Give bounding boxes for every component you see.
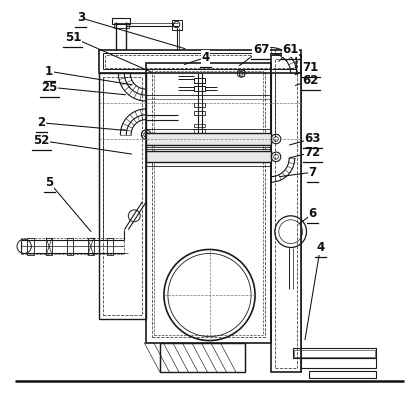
Bar: [239, 70, 243, 76]
Bar: [300, 358, 376, 368]
Text: 72: 72: [304, 146, 321, 159]
Text: 71: 71: [303, 61, 318, 74]
Text: 52: 52: [33, 134, 49, 147]
Bar: [114, 23, 129, 28]
Bar: [152, 69, 265, 337]
Bar: [112, 18, 130, 24]
Bar: [21, 238, 124, 254]
Bar: [146, 162, 271, 166]
Bar: [103, 77, 142, 315]
Bar: [292, 348, 376, 358]
Bar: [67, 238, 73, 255]
Bar: [194, 86, 205, 91]
Bar: [146, 147, 271, 151]
Bar: [88, 238, 94, 255]
Text: 7: 7: [308, 166, 316, 179]
Bar: [194, 129, 205, 133]
Bar: [294, 350, 375, 357]
Text: 4: 4: [316, 241, 324, 254]
Text: 51: 51: [65, 31, 81, 44]
Bar: [106, 238, 113, 255]
Bar: [27, 238, 34, 255]
Bar: [46, 238, 52, 255]
Bar: [98, 73, 146, 319]
Bar: [194, 124, 205, 127]
Bar: [146, 133, 271, 145]
Bar: [105, 55, 295, 68]
Text: 25: 25: [41, 81, 57, 93]
Text: 1: 1: [45, 65, 53, 78]
Bar: [172, 20, 182, 30]
Bar: [308, 371, 376, 378]
Bar: [146, 63, 271, 343]
Bar: [237, 156, 242, 161]
Bar: [194, 111, 205, 115]
Text: 4: 4: [202, 51, 210, 64]
Bar: [271, 55, 300, 372]
Text: 63: 63: [304, 132, 321, 145]
Bar: [103, 53, 296, 69]
Text: 2: 2: [37, 116, 45, 129]
Bar: [275, 59, 297, 368]
Text: 3: 3: [77, 11, 85, 24]
Bar: [98, 50, 300, 73]
Text: 6: 6: [308, 208, 317, 220]
Bar: [154, 71, 263, 335]
Bar: [194, 103, 205, 107]
Text: 62: 62: [302, 74, 319, 87]
Text: 67: 67: [253, 43, 269, 56]
Bar: [160, 343, 245, 372]
Bar: [146, 145, 271, 148]
Bar: [194, 78, 205, 83]
Bar: [146, 129, 271, 133]
Text: 5: 5: [45, 176, 53, 188]
Bar: [146, 151, 271, 162]
Text: 61: 61: [282, 43, 299, 56]
